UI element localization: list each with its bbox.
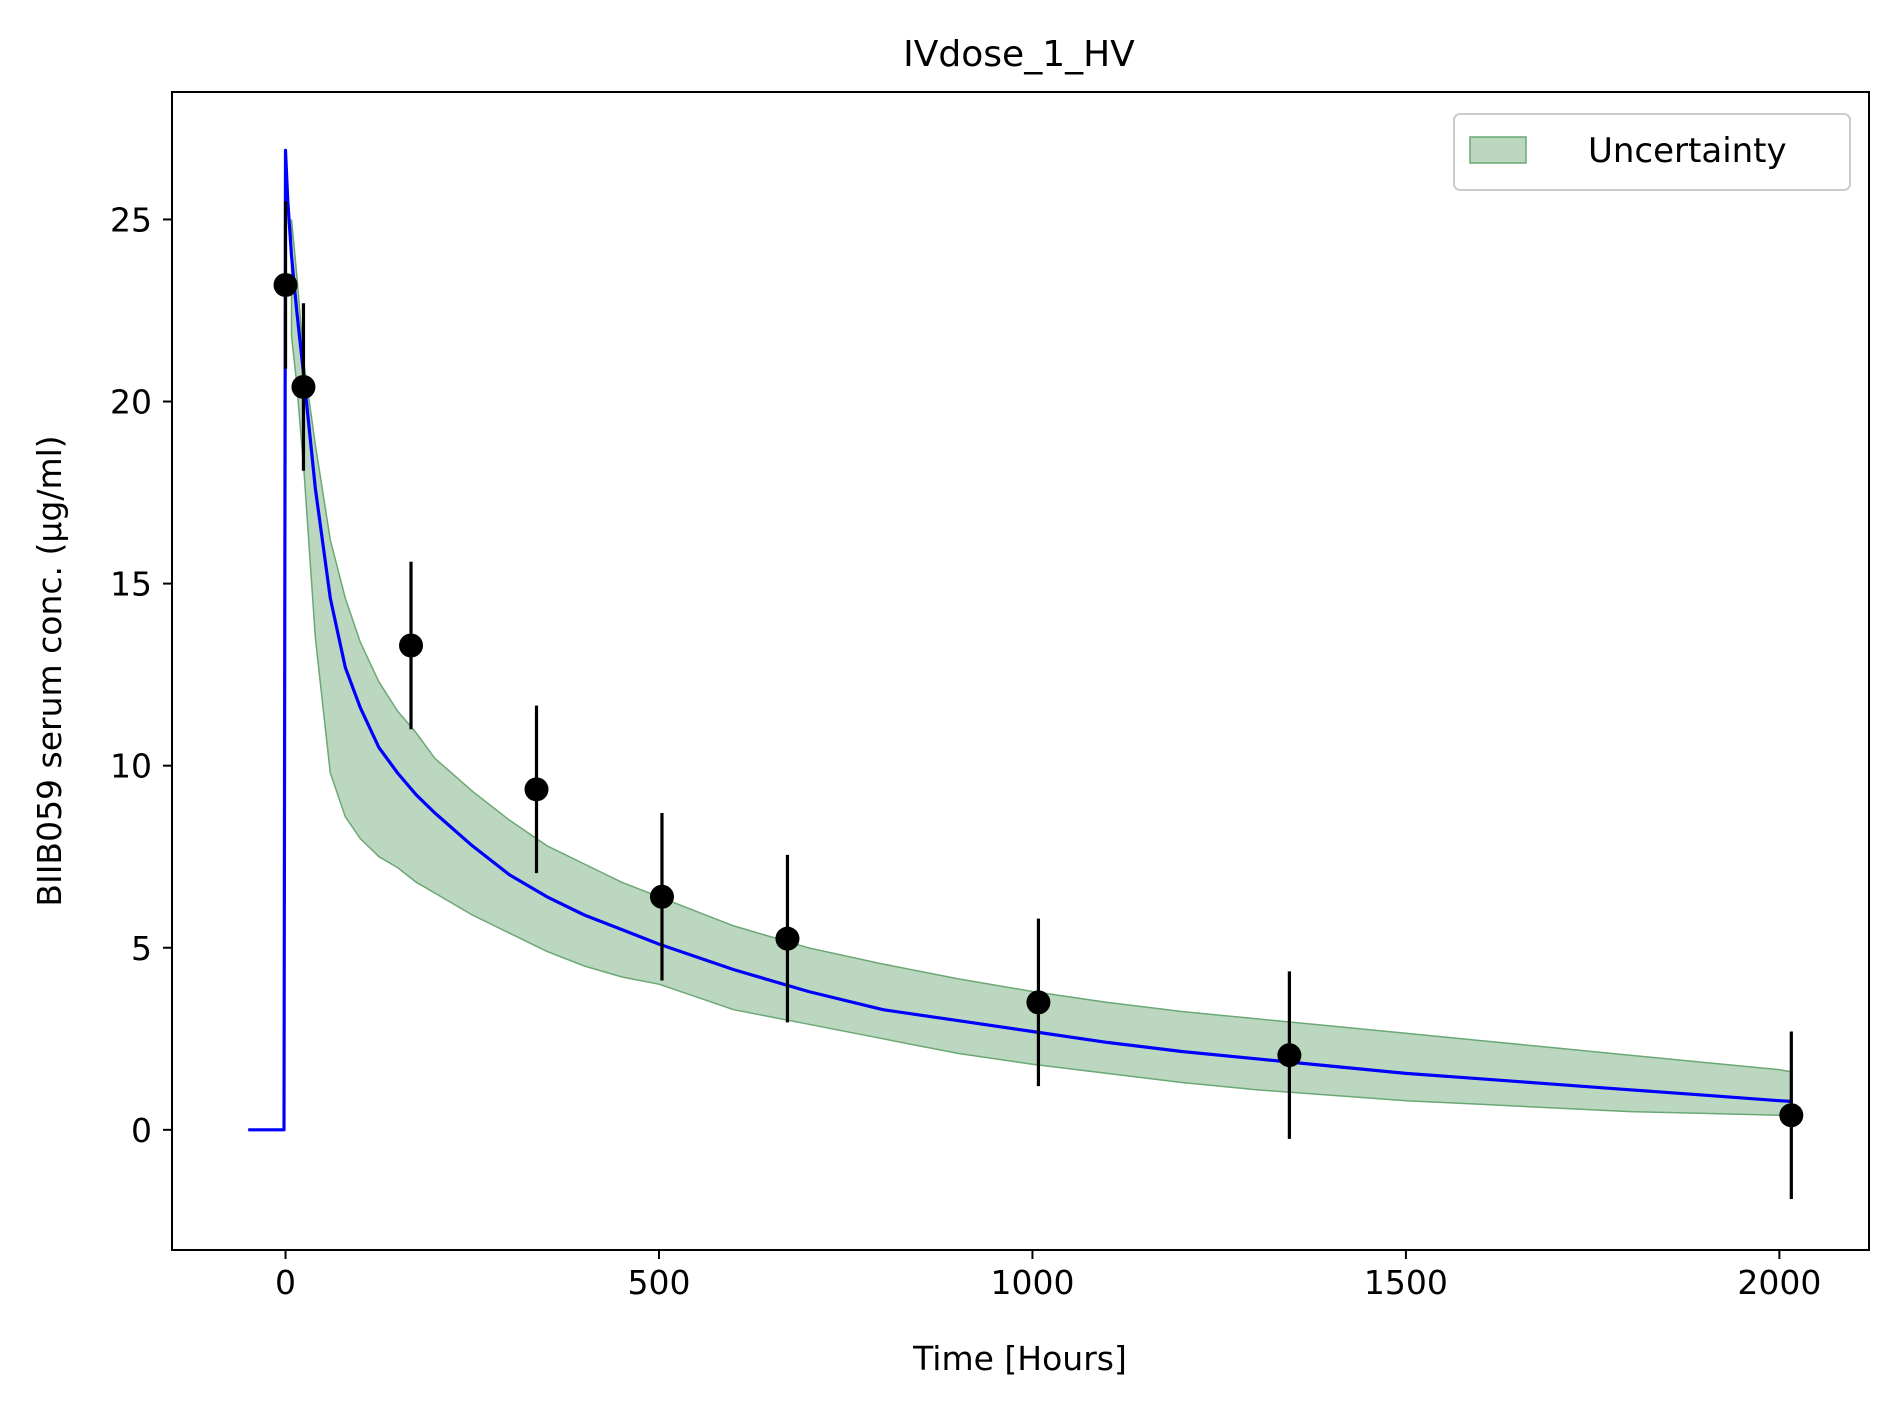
x-tick-label: 1000 [990, 1263, 1074, 1302]
x-tick-label: 1500 [1364, 1263, 1448, 1302]
legend-label-uncertainty: Uncertainty [1588, 131, 1787, 171]
observed-point [1277, 1043, 1302, 1068]
plot-area [248, 148, 1804, 1200]
y-tick-label: 25 [110, 200, 152, 239]
uncertainty-band [290, 219, 1792, 1117]
model-curve [248, 148, 1791, 1132]
observed-point [291, 374, 316, 399]
legend: Uncertainty [1453, 113, 1851, 191]
observed-point [399, 633, 424, 658]
y-tick-label: 15 [110, 565, 152, 604]
observed-point [1779, 1103, 1804, 1128]
observed-point [1026, 990, 1051, 1015]
y-tick-label: 20 [110, 383, 152, 422]
legend-swatch-uncertainty [1469, 136, 1527, 164]
x-tick-label: 500 [627, 1263, 690, 1302]
chart-title: IVdose_1_HV [903, 34, 1135, 75]
observed-point [524, 777, 549, 802]
plot-frame [171, 91, 1870, 1251]
legend-box [1453, 113, 1851, 191]
y-tick-label: 0 [131, 1111, 152, 1150]
x-tick-label: 0 [275, 1263, 296, 1302]
observed-point [649, 884, 674, 909]
x-axis-label: Time [Hours] [912, 1339, 1127, 1378]
axes: 0 500 1000 1500 2000 0 5 10 15 20 25 [110, 200, 1821, 1302]
y-axis-label: BIIB059 serum conc. (μg/ml) [30, 435, 69, 906]
y-tick-label: 10 [110, 747, 152, 786]
x-tick-label: 2000 [1737, 1263, 1821, 1302]
y-tick-label: 5 [131, 929, 152, 968]
observed-point [273, 273, 298, 297]
observed-point [775, 926, 800, 951]
